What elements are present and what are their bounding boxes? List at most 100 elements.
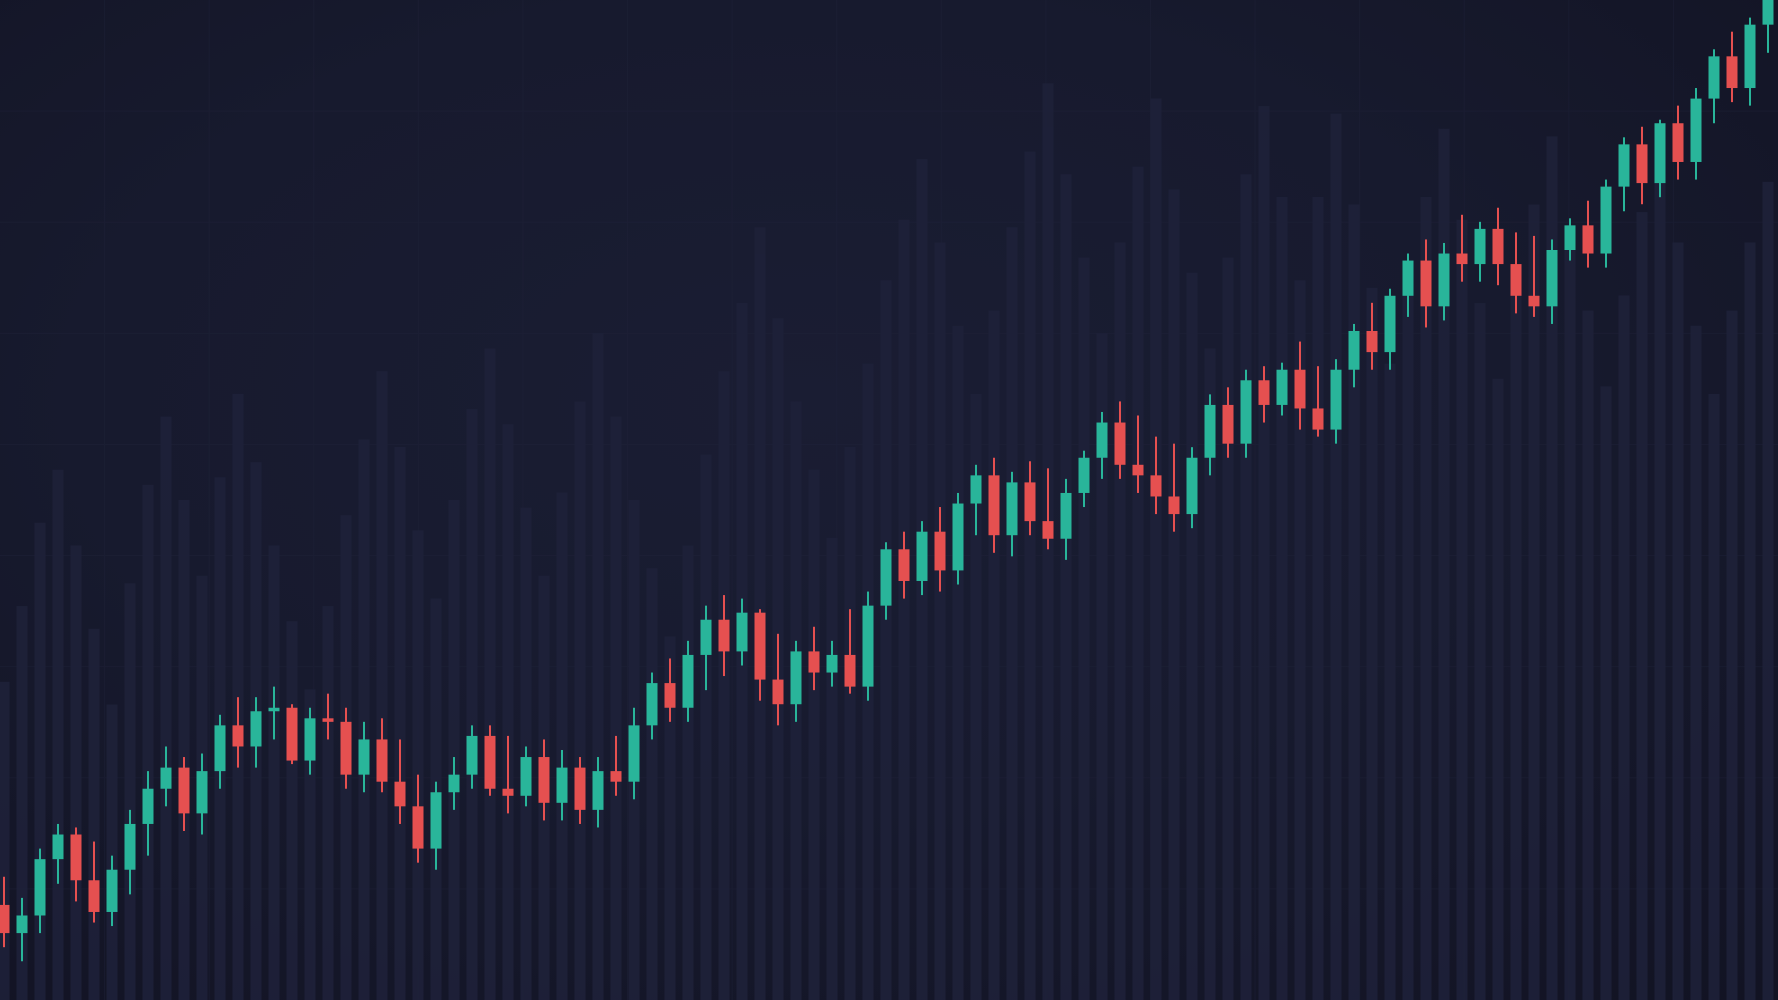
candle-body bbox=[161, 768, 172, 789]
candle-body bbox=[1061, 493, 1072, 539]
candle-body bbox=[1349, 331, 1360, 370]
candle-body bbox=[503, 789, 514, 796]
candle-body bbox=[557, 768, 568, 803]
candle-body bbox=[35, 859, 46, 915]
candle-body bbox=[0, 905, 10, 933]
candle-body bbox=[935, 532, 946, 571]
candle-body bbox=[71, 835, 82, 881]
candle-body bbox=[1385, 296, 1396, 352]
candle-body bbox=[773, 680, 784, 705]
candle-body bbox=[521, 757, 532, 796]
candle-body bbox=[1205, 405, 1216, 458]
candle-body bbox=[899, 549, 910, 581]
candle-body bbox=[1169, 496, 1180, 514]
candle-body bbox=[647, 683, 658, 725]
candle-body bbox=[1133, 465, 1144, 476]
candle-body bbox=[1223, 405, 1234, 444]
candle-body bbox=[1727, 56, 1738, 88]
candle-body bbox=[1475, 229, 1486, 264]
candle-body bbox=[1439, 254, 1450, 307]
candle-body bbox=[809, 651, 820, 672]
candle-body bbox=[323, 718, 334, 722]
candle-body bbox=[1709, 56, 1720, 98]
candle-body bbox=[53, 835, 64, 860]
candle-body bbox=[953, 504, 964, 571]
candle-body bbox=[1007, 482, 1018, 535]
candle-body bbox=[1313, 408, 1324, 429]
candle-body bbox=[359, 739, 370, 774]
candle-body bbox=[1583, 225, 1594, 253]
candle-body bbox=[755, 613, 766, 680]
candle-body bbox=[305, 718, 316, 760]
candle-body bbox=[665, 683, 676, 708]
candle-body bbox=[1295, 370, 1306, 409]
candle-body bbox=[1457, 254, 1468, 265]
candle-body bbox=[341, 722, 352, 775]
candle-body bbox=[467, 736, 478, 775]
chart-svg bbox=[0, 0, 1778, 1000]
candle-body bbox=[215, 725, 226, 771]
candle-body bbox=[881, 549, 892, 605]
candle-body bbox=[1565, 225, 1576, 250]
candle-body bbox=[1043, 521, 1054, 539]
candle-body bbox=[1493, 229, 1504, 264]
candle-body bbox=[701, 620, 712, 655]
candle-body bbox=[917, 532, 928, 581]
candle-body bbox=[143, 789, 154, 824]
candle-body bbox=[413, 806, 424, 848]
candle-body bbox=[863, 606, 874, 687]
candle-body bbox=[1691, 99, 1702, 162]
candle-body bbox=[1655, 123, 1666, 183]
candle-body bbox=[719, 620, 730, 652]
candle-body bbox=[827, 655, 838, 673]
candle-body bbox=[791, 651, 802, 704]
candle-body bbox=[431, 792, 442, 848]
candle-body bbox=[1637, 144, 1648, 183]
candle-body bbox=[269, 708, 280, 712]
candle-body bbox=[107, 870, 118, 912]
candle-body bbox=[1151, 475, 1162, 496]
candle-body bbox=[179, 768, 190, 814]
candle-body bbox=[1745, 25, 1756, 88]
candle-body bbox=[1763, 0, 1774, 25]
candle-body bbox=[593, 771, 604, 810]
candle-body bbox=[1673, 123, 1684, 162]
candle-body bbox=[1601, 187, 1612, 254]
candle-body bbox=[197, 771, 208, 813]
candle-body bbox=[575, 768, 586, 810]
candle-body bbox=[485, 736, 496, 789]
candle-body bbox=[89, 880, 100, 912]
candle-body bbox=[611, 771, 622, 782]
candle-body bbox=[377, 739, 388, 781]
candle-body bbox=[251, 711, 262, 746]
candle-body bbox=[737, 613, 748, 652]
candle-body bbox=[1511, 264, 1522, 296]
candle-body bbox=[1025, 482, 1036, 521]
candle-body bbox=[1529, 296, 1540, 307]
candle-body bbox=[1115, 423, 1126, 465]
candle-body bbox=[233, 725, 244, 746]
candle-body bbox=[287, 708, 298, 761]
candle-body bbox=[683, 655, 694, 708]
candle-body bbox=[1331, 370, 1342, 430]
candle-body bbox=[629, 725, 640, 781]
candle-body bbox=[845, 655, 856, 687]
candle-body bbox=[1421, 261, 1432, 307]
candlestick-chart bbox=[0, 0, 1778, 1000]
candle-body bbox=[989, 475, 1000, 535]
candle-body bbox=[539, 757, 550, 803]
candle-body bbox=[449, 775, 460, 793]
candle-body bbox=[1097, 423, 1108, 458]
candle-body bbox=[1241, 380, 1252, 443]
candle-body bbox=[1619, 144, 1630, 186]
candle-body bbox=[971, 475, 982, 503]
candle-body bbox=[1277, 370, 1288, 405]
candle-body bbox=[1187, 458, 1198, 514]
candle-body bbox=[1259, 380, 1270, 405]
candle-body bbox=[1403, 261, 1414, 296]
candle-body bbox=[395, 782, 406, 807]
candle-body bbox=[17, 915, 28, 933]
candle-body bbox=[1547, 250, 1558, 306]
candle-body bbox=[125, 824, 136, 870]
candle-body bbox=[1367, 331, 1378, 352]
